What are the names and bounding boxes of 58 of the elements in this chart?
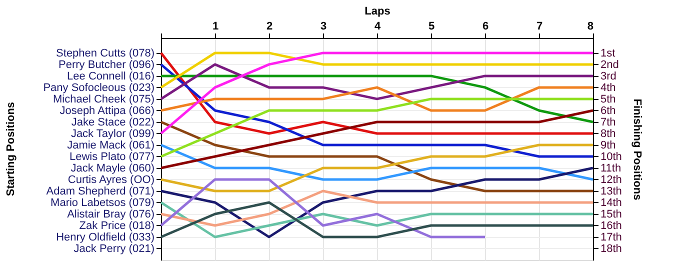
y-tick-label: 5th bbox=[600, 93, 616, 106]
y-axis-title: Finishing Positions bbox=[630, 98, 643, 200]
y-tick-label: 17th bbox=[600, 231, 622, 244]
category-label: Curtis Ayres (OO) bbox=[68, 174, 154, 186]
line-series bbox=[160, 120, 594, 192]
x-tick-label: 7 bbox=[536, 20, 543, 32]
x-axis-title: Laps bbox=[364, 6, 390, 18]
y-tick-label: 10th bbox=[600, 150, 622, 163]
y-tick-label: 3rd bbox=[600, 70, 616, 82]
category-label: Stephen Cutts (078) bbox=[56, 47, 154, 60]
category-label: Alistair Bray (076) bbox=[67, 208, 154, 220]
y-tick-label: 6th bbox=[600, 104, 616, 117]
x-tick-label: 2 bbox=[266, 20, 273, 32]
y-tick-label: 9th bbox=[600, 139, 616, 152]
text: Starting Positions bbox=[5, 102, 17, 196]
category-label: Michael Cheek (075) bbox=[53, 93, 154, 106]
category-label: Zak Price (018) bbox=[79, 220, 154, 232]
x-tick-label: 1 bbox=[212, 20, 219, 32]
x-tick-label: 4 bbox=[374, 20, 382, 32]
y-tick-label: 2nd bbox=[600, 58, 619, 71]
category-label: Lee Connell (016) bbox=[67, 70, 154, 82]
category-label: Perry Butcher (096) bbox=[58, 58, 154, 71]
y-tick-label: 14th bbox=[600, 196, 622, 209]
y-tick-label: 18th bbox=[600, 242, 622, 255]
y-tick-label: 16th bbox=[600, 220, 622, 232]
x-tick-label: 3 bbox=[320, 20, 327, 32]
category-label: Henry Oldfield (033) bbox=[56, 231, 154, 244]
category-label: Pany Sofocleous (023) bbox=[43, 82, 154, 94]
y-tick-label: 1st bbox=[600, 47, 616, 60]
line-series bbox=[160, 74, 594, 124]
y-tick-label: 4th bbox=[600, 82, 616, 94]
line-series bbox=[160, 63, 594, 158]
category-label: Jack Taylor (099) bbox=[70, 128, 154, 140]
line-series bbox=[160, 166, 594, 238]
category-label: Joseph Attipa (066) bbox=[60, 104, 154, 117]
y-tick-label: 7th bbox=[600, 116, 616, 128]
x-tick-label: 5 bbox=[428, 20, 435, 32]
category-label: Lewis Plato (077) bbox=[70, 150, 154, 163]
category-label: Jamie Mack (061) bbox=[67, 139, 154, 152]
line-series bbox=[160, 109, 594, 170]
y-tick-label: 8th bbox=[600, 128, 616, 140]
line-series bbox=[160, 63, 594, 100]
category-label: Adam Shepherd (071) bbox=[46, 185, 154, 198]
line-series bbox=[160, 190, 594, 227]
y-tick-label: 15th bbox=[600, 208, 622, 220]
category-label: Jack Perry (021) bbox=[74, 242, 154, 255]
line-series bbox=[160, 98, 594, 158]
line-series bbox=[160, 178, 486, 238]
y-tick-label: 11th bbox=[600, 162, 622, 174]
x-tick-label: 8 bbox=[587, 20, 594, 32]
y-tick-label: 12th bbox=[600, 174, 622, 186]
category-label: Mario Labetsos (079) bbox=[50, 196, 154, 209]
line-series bbox=[160, 144, 594, 192]
y-tick-label: 13th bbox=[600, 185, 622, 198]
category-label: Jack Mayle (060) bbox=[70, 162, 154, 174]
line-series bbox=[160, 201, 594, 238]
category-label: Jake Stace (022) bbox=[71, 116, 154, 128]
x-tick-label: 6 bbox=[482, 20, 489, 32]
